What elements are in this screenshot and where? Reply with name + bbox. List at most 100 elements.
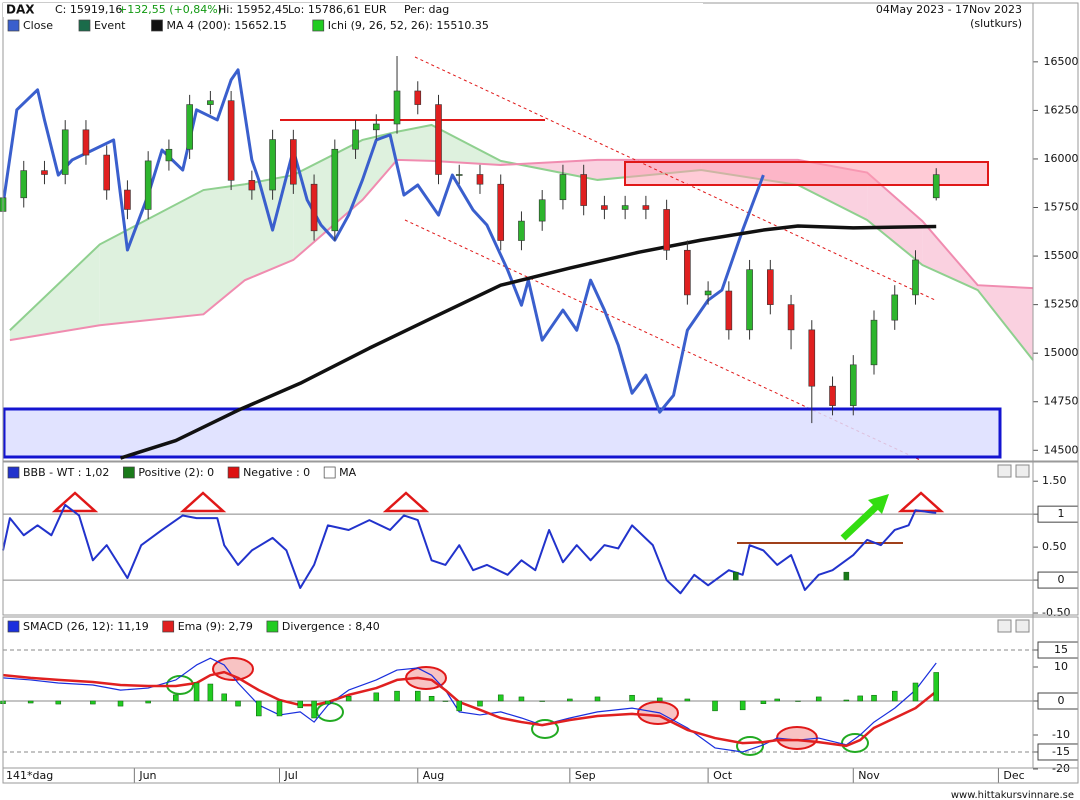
y-tick-label: 15000 [1044,346,1079,359]
bar [497,694,504,702]
y-tick-label: 0.50 [1042,540,1067,553]
peak-marker [179,491,227,513]
annotations [2,56,1002,756]
y-tick-label: 0 [1058,573,1065,586]
candle-body [227,100,235,181]
candle-body [538,199,546,222]
x-tick-label: Dec [1003,769,1024,782]
legend-background [4,19,704,32]
legend-background [4,466,704,479]
close-value: C: 15919,16 [55,3,122,16]
legend-swatch [266,620,279,633]
cloud-segment [867,172,923,266]
peak-marker [382,491,430,513]
candle-body [559,174,567,201]
candle-body [124,189,131,210]
cloud-segment [362,131,398,200]
header-background [3,3,703,17]
bar [394,690,400,702]
channel-line [404,219,921,461]
candle-body [165,148,173,162]
bar [912,682,919,702]
x-tick-label: Oct [713,769,733,782]
tool-icon[interactable] [997,619,1012,633]
legend-label: MA [339,466,356,479]
peak-marker [51,491,99,513]
series-line [2,503,937,595]
bar [815,696,822,702]
bar [373,692,380,702]
data-layer [0,56,940,753]
panel-frame [2,461,1079,616]
candle-body [372,123,380,131]
x-axis-frame [2,767,1079,784]
bar [235,700,241,707]
legend-label: Negative : 0 [243,466,310,479]
bar [795,700,801,702]
candle-body [269,139,276,191]
bar [207,683,214,702]
candle-body [787,304,795,331]
legend-swatch [312,19,325,32]
x-tick-label: Aug [423,769,444,782]
candle-body [725,290,733,331]
candle-body [663,209,670,251]
candle-body [580,174,587,206]
bar [629,694,635,702]
bar [871,694,877,702]
y-tick-label: 16500 [1044,55,1079,68]
bar [428,695,435,702]
candle-body [621,205,629,210]
bar [594,696,601,702]
bar [145,700,151,704]
bar [415,690,421,702]
resistance-zone [624,161,989,186]
candle-body [891,294,899,321]
candle-body [829,385,836,406]
tool-icon[interactable] [1015,619,1030,633]
currency: EUR [364,3,387,16]
candle-body [497,183,505,241]
bar [297,700,303,709]
y-tick-label: 16000 [1044,152,1079,165]
candle-body [290,139,297,185]
bar [933,672,939,702]
candle-body [704,290,712,296]
tool-icon[interactable] [997,464,1012,478]
cloud-segment [9,244,100,341]
x-tick-label: Jun [138,769,156,782]
candle-body [912,259,919,296]
bar [712,700,718,712]
legend-swatch [162,620,175,633]
legend-swatch [7,620,20,633]
candle-body [455,174,463,176]
change-value: +132,55 (+0,84%) [118,3,222,16]
symbol: DAX [6,3,35,17]
candle-body [82,129,90,156]
period: Per: dag [404,3,449,16]
candle-body [435,104,442,175]
bar [733,571,739,581]
low-value: Lo: 15786,61 [288,3,360,16]
cloud-edge [9,158,1034,342]
legend-label: Ema (9): 2,79 [178,620,253,633]
y-tick-label: 1.50 [1042,474,1067,487]
high-value: Hi: 15952,45 [218,3,289,16]
candle-body [476,174,484,185]
bar [739,700,746,711]
legend-swatch [227,466,240,479]
candle-body [310,183,318,232]
candle-body [849,364,857,406]
y-tick-label: -15 [1052,745,1070,758]
candle-body [767,269,774,305]
legend-swatch [323,466,336,479]
cloud-segment [293,139,363,260]
bar [567,698,573,702]
y-tick-label: 16250 [1044,103,1079,116]
candle-body [808,329,816,387]
tool-icon[interactable] [1015,464,1030,478]
y-tick-label: 15250 [1044,298,1079,311]
candle-body [248,180,256,191]
x-tick-label: Sep [575,769,596,782]
